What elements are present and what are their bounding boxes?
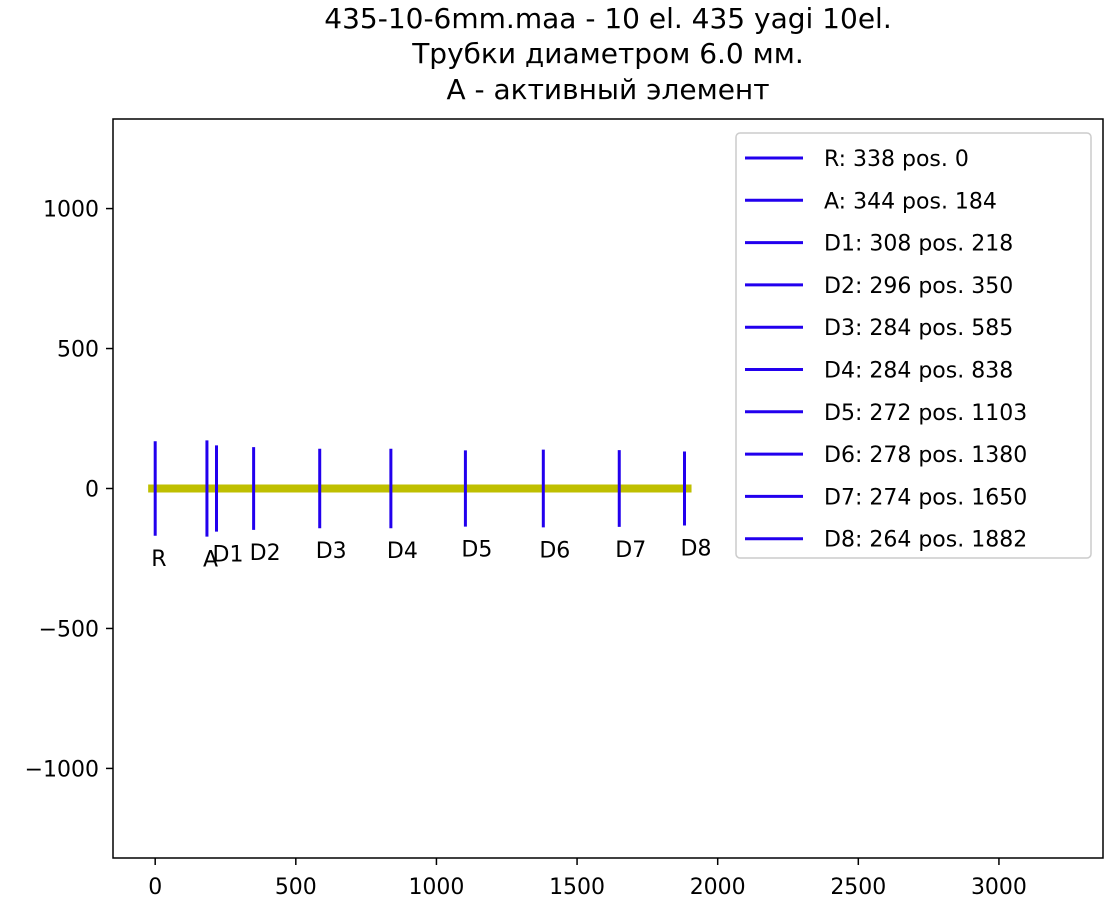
element-label-r: R <box>151 547 166 572</box>
element-label-d5: D5 <box>461 538 492 563</box>
element-label-d4: D4 <box>387 539 418 564</box>
x-tick-label: 1000 <box>408 875 464 900</box>
legend-entry: D5: 272 pos. 1103 <box>824 401 1027 426</box>
x-tick-label: 2000 <box>690 875 746 900</box>
x-tick-label: 500 <box>275 875 317 900</box>
legend-entry: R: 338 pos. 0 <box>824 147 969 172</box>
chart-title-line-1: 435-10-6mm.maa - 10 el. 435 yagi 10el. <box>324 2 891 35</box>
legend-entry: D2: 296 pos. 350 <box>824 274 1013 299</box>
legend-entry: D7: 274 pos. 1650 <box>824 485 1027 510</box>
y-tick-label: 500 <box>57 338 99 363</box>
chart-title-line-3: А - активный элемент <box>446 73 769 106</box>
legend-box <box>735 132 1092 559</box>
y-tick-label: 0 <box>85 478 99 503</box>
legend-entry: D6: 278 pos. 1380 <box>824 443 1027 468</box>
legend-entry: D3: 284 pos. 585 <box>824 316 1013 341</box>
chart-title-line-2: Трубки диаметром 6.0 мм. <box>411 37 804 70</box>
x-tick-label: 1500 <box>549 875 605 900</box>
element-label-d1: D1 <box>213 543 244 568</box>
element-label-d3: D3 <box>316 539 347 564</box>
y-tick-label: −1000 <box>25 757 99 782</box>
legend: R: 338 pos. 0 A: 344 pos. 184 D1: 308 pos.… <box>735 132 1092 559</box>
legend-entry: A: 344 pos. 184 <box>824 189 997 214</box>
element-label-d6: D6 <box>539 538 570 563</box>
element-label-a: A <box>203 548 218 573</box>
elements-layer: R AD1 D2 D3 D4 D5 D6 D7 D8 <box>151 440 712 573</box>
x-tick-label: 0 <box>148 875 162 900</box>
legend-entry: D4: 284 pos. 838 <box>824 359 1013 384</box>
y-tick-label: −500 <box>39 617 99 642</box>
chart-title: 435-10-6mm.maa - 10 el. 435 yagi 10el. Т… <box>324 2 891 106</box>
x-tick-label: 3000 <box>971 875 1027 900</box>
legend-entry: D8: 264 pos. 1882 <box>824 528 1027 553</box>
element-label-d8: D8 <box>681 536 712 561</box>
y-tick-label: 1000 <box>43 198 99 223</box>
legend-entry: D1: 308 pos. 218 <box>824 232 1013 257</box>
x-tick-label: 2500 <box>830 875 886 900</box>
element-label-d7: D7 <box>615 538 646 563</box>
element-label-d2: D2 <box>250 541 281 566</box>
axis-ticks: 0 500 1000 1500 2000 2500 3000 1000 500 0 −500 −100… <box>25 198 1027 900</box>
